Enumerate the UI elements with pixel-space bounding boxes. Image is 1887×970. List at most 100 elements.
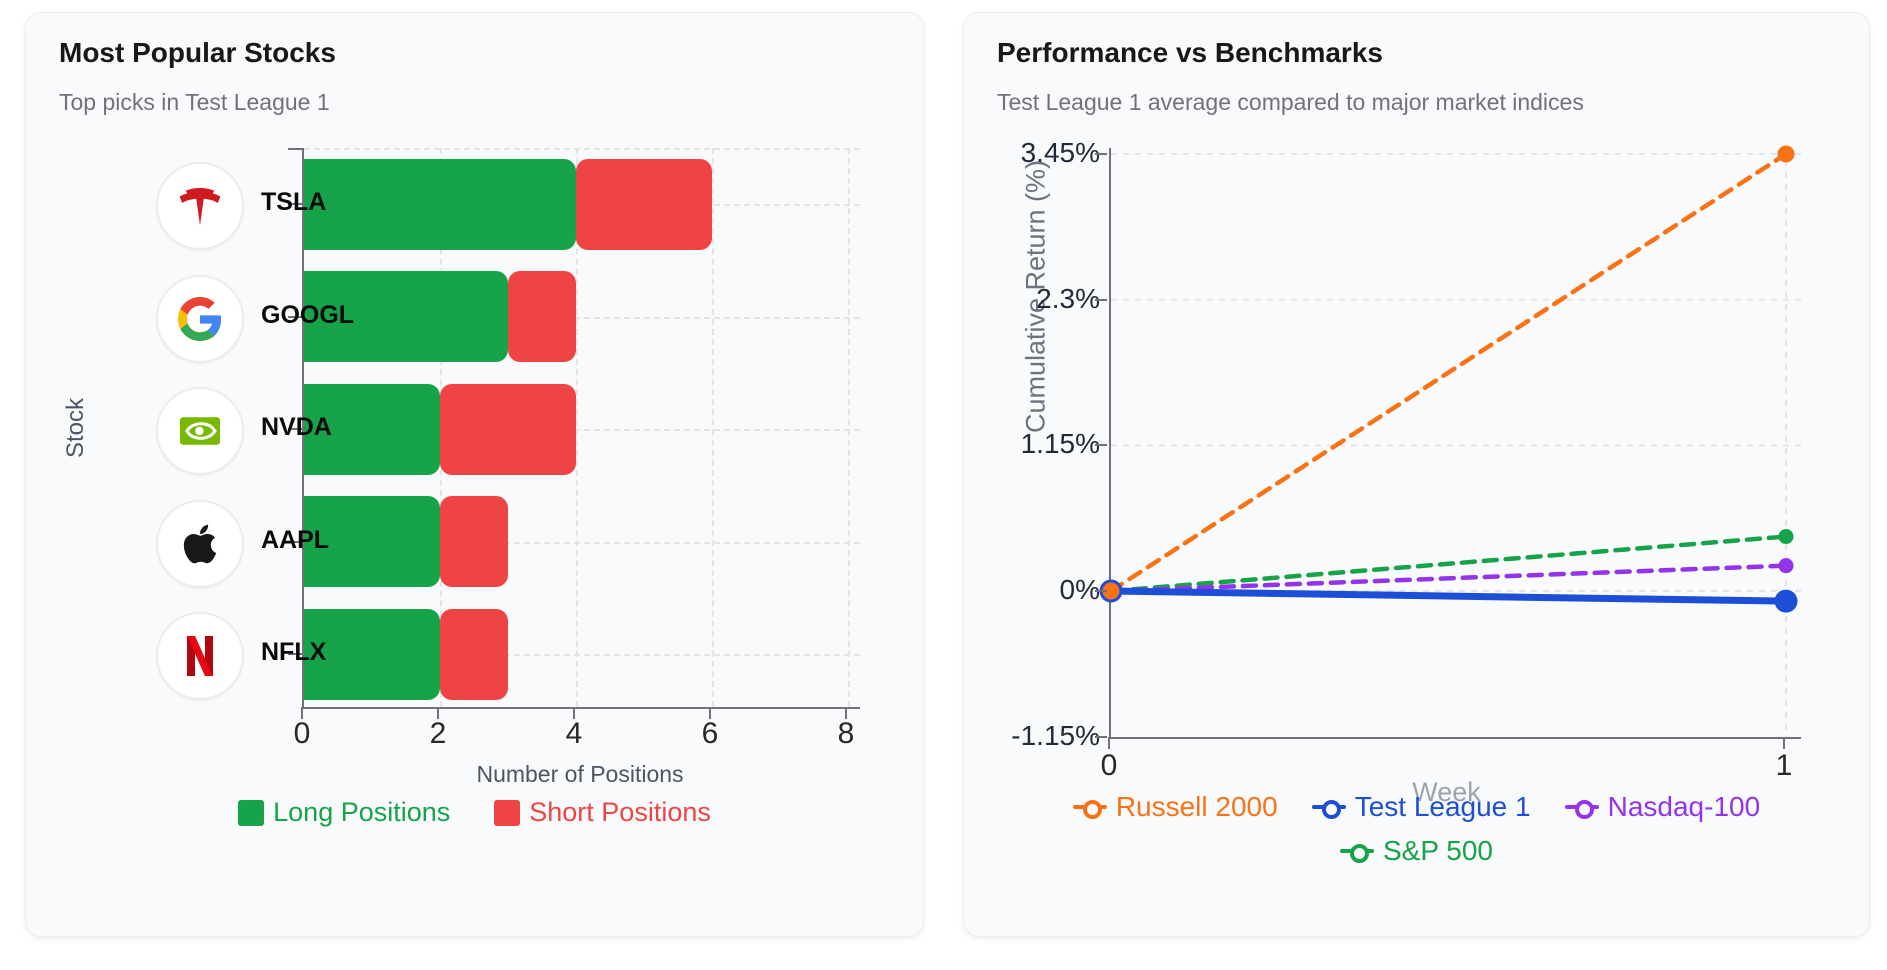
legend-swatch-icon bbox=[238, 799, 265, 826]
legend-item-long-positions[interactable]: Long Positions bbox=[238, 797, 450, 828]
legend-item-test-league-1[interactable]: Test League 1 bbox=[1311, 791, 1531, 823]
series-line-nasdaq-100 bbox=[1108, 563, 1789, 594]
y-tick-label: 2.3% bbox=[1036, 282, 1100, 314]
y-axis-tick bbox=[288, 148, 302, 150]
x-axis-tick bbox=[1783, 737, 1785, 749]
y-axis-tick bbox=[1095, 735, 1107, 738]
data-point-nasdaq-100-week-1 bbox=[1778, 558, 1794, 574]
x-axis-tick bbox=[1108, 737, 1110, 749]
line-chart-plot bbox=[1099, 145, 1801, 739]
google-logo-icon bbox=[156, 274, 244, 363]
legend-ring bbox=[1082, 800, 1102, 819]
right-card-subtitle: Test League 1 average compared to major … bbox=[997, 89, 1584, 115]
legend-line-marker-icon bbox=[1564, 792, 1599, 822]
legend-label: Russell 2000 bbox=[1115, 791, 1278, 822]
bar-short-aapl bbox=[440, 496, 508, 587]
bar-short-tsla bbox=[576, 158, 712, 250]
legend-ring bbox=[1349, 844, 1369, 863]
most-popular-stocks-card: Most Popular Stocks Top picks in Test Le… bbox=[25, 12, 924, 937]
x-tick-label: 4 bbox=[565, 717, 583, 750]
y-axis-tick bbox=[288, 653, 302, 655]
horizontal-gridline bbox=[304, 148, 860, 150]
horizontal-gridline bbox=[304, 316, 860, 319]
legend-label: S&P 500 bbox=[1382, 835, 1494, 866]
bar-long-googl bbox=[304, 271, 508, 362]
series-line-test-league-1 bbox=[1107, 587, 1790, 605]
y-axis-tick bbox=[288, 203, 302, 205]
y-axis-tick bbox=[288, 540, 302, 543]
legend-item-s-p-500[interactable]: S&P 500 bbox=[1339, 835, 1494, 867]
category-label-nvda: NVDA bbox=[261, 413, 332, 441]
horizontal-gridline bbox=[304, 429, 860, 431]
legend-item-russell-2000[interactable]: Russell 2000 bbox=[1072, 791, 1278, 823]
legend-label: Short Positions bbox=[529, 797, 711, 827]
y-axis-tick bbox=[1095, 444, 1107, 447]
category-label-aapl: AAPL bbox=[261, 525, 330, 554]
legend-label: Nasdaq-100 bbox=[1607, 791, 1761, 822]
performance-vs-benchmarks-card: Performance vs Benchmarks Test League 1 … bbox=[963, 12, 1870, 937]
vertical-gridline bbox=[576, 148, 578, 707]
bar-long-nvda bbox=[304, 383, 440, 475]
bar-chart-plot bbox=[288, 148, 860, 709]
data-point-russell-2000-week-1 bbox=[1777, 145, 1795, 163]
y-axis-tick bbox=[1095, 152, 1107, 155]
bar-long-aapl bbox=[304, 496, 440, 587]
right-legend-row-1: Russell 2000 Test League 1 Nasdaq-100 bbox=[964, 791, 1869, 823]
legend-item-nasdaq-100[interactable]: Nasdaq-100 bbox=[1564, 791, 1761, 823]
vertical-gridline bbox=[712, 148, 714, 707]
y-tick-label: 1.15% bbox=[1020, 428, 1100, 460]
y-axis-tick bbox=[288, 428, 302, 430]
left-y-axis-label: Stock bbox=[62, 397, 89, 459]
x-axis-tick bbox=[845, 707, 847, 719]
x-axis-tick bbox=[709, 707, 711, 719]
y-tick-label: 0% bbox=[1059, 574, 1100, 605]
netflix-logo-icon bbox=[156, 612, 244, 700]
x-axis-tick bbox=[573, 707, 575, 719]
tesla-logo-icon bbox=[156, 162, 244, 250]
apple-logo-icon bbox=[156, 499, 244, 588]
x-tick-label: 2 bbox=[429, 717, 447, 750]
legend-line-marker-icon bbox=[1072, 792, 1107, 822]
y-axis-tick bbox=[288, 315, 302, 318]
legend-swatch-icon bbox=[494, 799, 521, 826]
x-tick-label: 8 bbox=[837, 717, 855, 750]
benchmark-lines-svg bbox=[1099, 145, 1801, 737]
y-axis-tick bbox=[1095, 298, 1107, 301]
bar-short-nflx bbox=[440, 608, 508, 700]
y-tick-label: 3.45% bbox=[1020, 136, 1100, 168]
data-point-test-league-1-week-1 bbox=[1774, 589, 1798, 613]
series-line-russell-2000 bbox=[1108, 151, 1789, 594]
x-tick-label: 6 bbox=[701, 717, 719, 750]
legend-label: Long Positions bbox=[273, 797, 451, 827]
x-axis-tick bbox=[301, 707, 303, 719]
left-card-title: Most Popular Stocks bbox=[59, 37, 336, 68]
legend-item-short-positions[interactable]: Short Positions bbox=[494, 797, 711, 828]
horizontal-gridline bbox=[304, 541, 860, 544]
y-axis-tick bbox=[1095, 590, 1107, 592]
left-legend: Long Positions Short Positions bbox=[26, 797, 923, 828]
left-card-subtitle: Top picks in Test League 1 bbox=[59, 89, 330, 115]
left-x-axis-label: Number of Positions bbox=[476, 761, 684, 787]
x-tick-label: 0 bbox=[293, 717, 311, 750]
right-legend-row-2: S&P 500 bbox=[964, 835, 1869, 867]
y-tick-label: -1.15% bbox=[1011, 719, 1100, 751]
horizontal-gridline bbox=[304, 654, 860, 656]
x-tick-label: 1 bbox=[1775, 749, 1793, 782]
data-point-russell-2000-week-0 bbox=[1102, 582, 1120, 600]
vertical-gridline bbox=[848, 148, 850, 707]
legend-ring bbox=[1321, 800, 1341, 819]
legend-label: Test League 1 bbox=[1354, 791, 1531, 822]
right-card-title: Performance vs Benchmarks bbox=[997, 37, 1383, 68]
x-axis-tick bbox=[437, 707, 439, 719]
bar-short-googl bbox=[508, 271, 576, 362]
data-point-s-p-500-week-1 bbox=[1778, 529, 1794, 545]
bar-long-nflx bbox=[304, 608, 440, 700]
legend-line-marker-icon bbox=[1311, 792, 1346, 822]
nvidia-logo-icon bbox=[156, 387, 244, 475]
category-label-googl: GOOGL bbox=[261, 300, 355, 329]
series-line-s-p-500 bbox=[1108, 534, 1789, 594]
category-label-nflx: NFLX bbox=[261, 638, 327, 666]
x-tick-label: 0 bbox=[1100, 749, 1118, 782]
bar-short-nvda bbox=[440, 383, 576, 475]
